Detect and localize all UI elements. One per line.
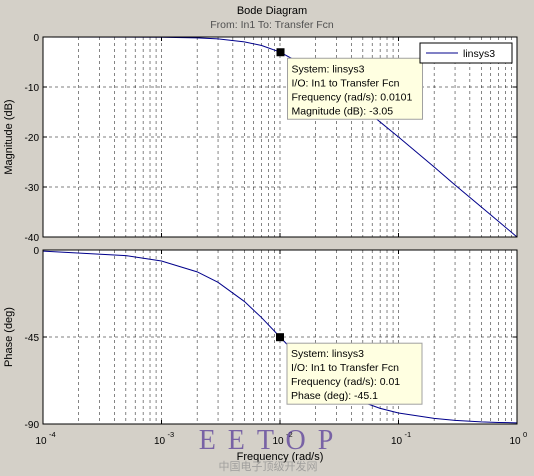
xtick-label-exponent: -4 [49, 430, 56, 439]
xtick-label-base: 10 [391, 436, 403, 447]
phase-axis-label: Phase (deg) [3, 307, 15, 367]
magnitude-datatip-box[interactable] [287, 57, 424, 120]
phase-datatip-text: I/O: In1 to Transfer Fcn [291, 362, 399, 374]
xtick-label-base: 10 [35, 436, 47, 447]
magnitude-axes-box [42, 36, 518, 238]
phase-datatip-text: System: linsys3 [291, 348, 364, 360]
phase-plot[interactable]: 0 -45 -90 System: linsys3 I/O: In1 to Transf… [25, 246, 518, 431]
phase-axes-box [42, 249, 518, 425]
figure-title: Bode Diagram [237, 5, 307, 17]
watermark-logo: EETOP [199, 425, 346, 456]
magnitude-axis-label: Magnitude (dB) [3, 99, 15, 174]
magnitude-datatip-marker[interactable] [276, 48, 285, 57]
phase-ytick-label: -45 [25, 333, 40, 344]
xtick-label-base: 10 [509, 436, 521, 447]
xtick-label-base: 10 [272, 436, 284, 447]
phase-datatip-box[interactable] [286, 342, 423, 405]
frequency-axis-label: Frequency (rad/s) [237, 451, 324, 463]
figure-subtitle: From: In1 To: Transfer Fcn [210, 19, 334, 31]
phase-datatip-text: Frequency (rad/s): 0.01 [291, 376, 400, 388]
eetop-watermark: EETOP 中国电子顶级开发网 [199, 425, 346, 473]
phase-datatip-marker[interactable] [276, 333, 284, 342]
magnitude-plot[interactable]: 0 -10 -20 -30 -40 System: linsys3 I/O: In1 to … [25, 33, 518, 244]
xtick-label-base: 10 [154, 436, 166, 447]
watermark-caption: 中国电子顶级开发网 [219, 459, 318, 473]
xtick-label-exponent: -2 [286, 430, 293, 439]
magnitude-datatip-text: I/O: In1 to Transfer Fcn [292, 77, 400, 89]
magnitude-datatip-text: Magnitude (dB): -3.05 [292, 105, 394, 117]
phase-ytick-label: -90 [25, 420, 40, 431]
magnitude-ytick-label: -30 [25, 183, 40, 194]
legend-box [419, 42, 513, 64]
xtick-label-exponent: -1 [405, 430, 412, 439]
magnitude-ytick-label: -20 [25, 133, 40, 144]
magnitude-ytick-label: 0 [33, 33, 39, 44]
xtick-label-exponent: 0 [523, 430, 527, 439]
phase-datatip-text: Phase (deg): -45.1 [291, 390, 378, 402]
magnitude-ytick-label: -40 [25, 233, 40, 244]
phase-ytick-label: 0 [33, 246, 39, 257]
magnitude-datatip-text: Frequency (rad/s): 0.0101 [292, 91, 413, 103]
legend-entry-label: linsys3 [463, 48, 495, 60]
magnitude-datatip-text: System: linsys3 [292, 63, 365, 75]
magnitude-ytick-label: -10 [25, 83, 40, 94]
xtick-label-exponent: -3 [168, 430, 175, 439]
